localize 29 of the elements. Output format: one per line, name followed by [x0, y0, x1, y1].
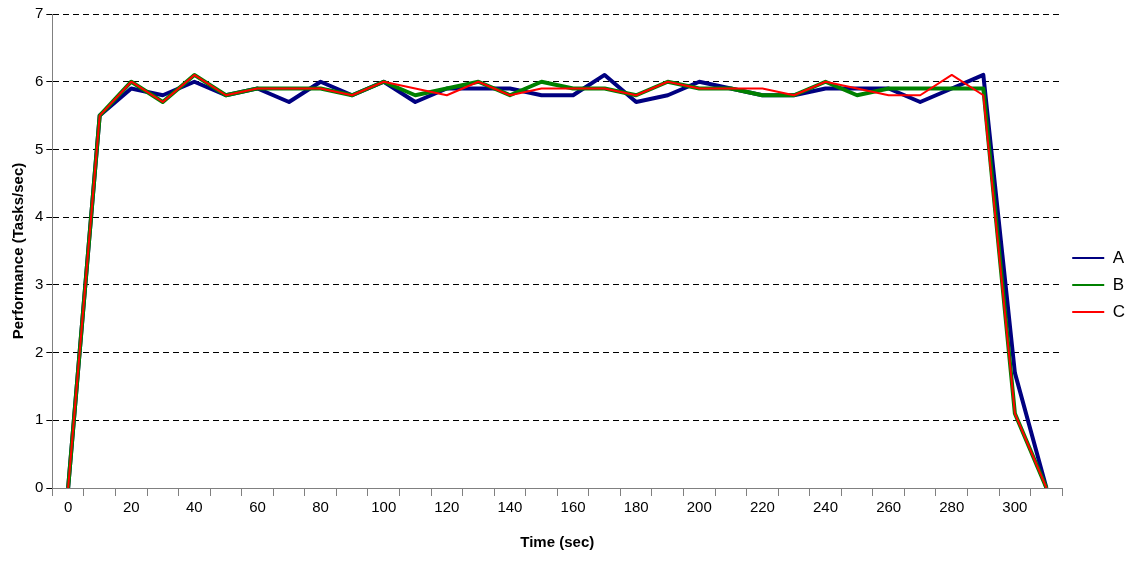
- y-tick-label: 6: [35, 71, 44, 89]
- x-tick-label: 140: [497, 498, 523, 516]
- x-tick-label: 300: [1002, 498, 1028, 516]
- y-tick-label: 0: [35, 478, 44, 496]
- y-tick-label: 4: [35, 207, 44, 225]
- y-tick-label: 5: [35, 139, 44, 157]
- x-tick-label: 200: [686, 498, 712, 516]
- x-tick-label: 60: [249, 498, 266, 516]
- legend-label: C: [1112, 301, 1125, 321]
- x-axis-title: Time (sec): [520, 533, 595, 551]
- y-tick-label: 2: [35, 342, 44, 360]
- x-tick-label: 20: [122, 498, 140, 516]
- y-axis-title: Performance (Tasks/sec): [9, 162, 27, 340]
- y-tick-label: 3: [35, 275, 44, 292]
- x-tick-label: 40: [186, 498, 203, 516]
- y-tick-label: 7: [35, 4, 44, 22]
- legend-label: A: [1112, 247, 1125, 267]
- x-tick-label: 0: [63, 498, 73, 516]
- x-tick-label: 240: [813, 498, 839, 516]
- y-tick-label: 1: [35, 410, 44, 428]
- x-tick-label: 220: [749, 498, 775, 516]
- x-tick-label: 280: [939, 498, 965, 516]
- legend-label: B: [1112, 274, 1125, 294]
- x-tick-label: 120: [434, 498, 460, 516]
- x-tick-label: 80: [312, 498, 329, 516]
- x-tick-label: 180: [623, 498, 649, 516]
- x-tick-label: 100: [371, 498, 397, 516]
- x-tick-label: 160: [560, 498, 586, 516]
- x-tick-label: 260: [876, 498, 902, 516]
